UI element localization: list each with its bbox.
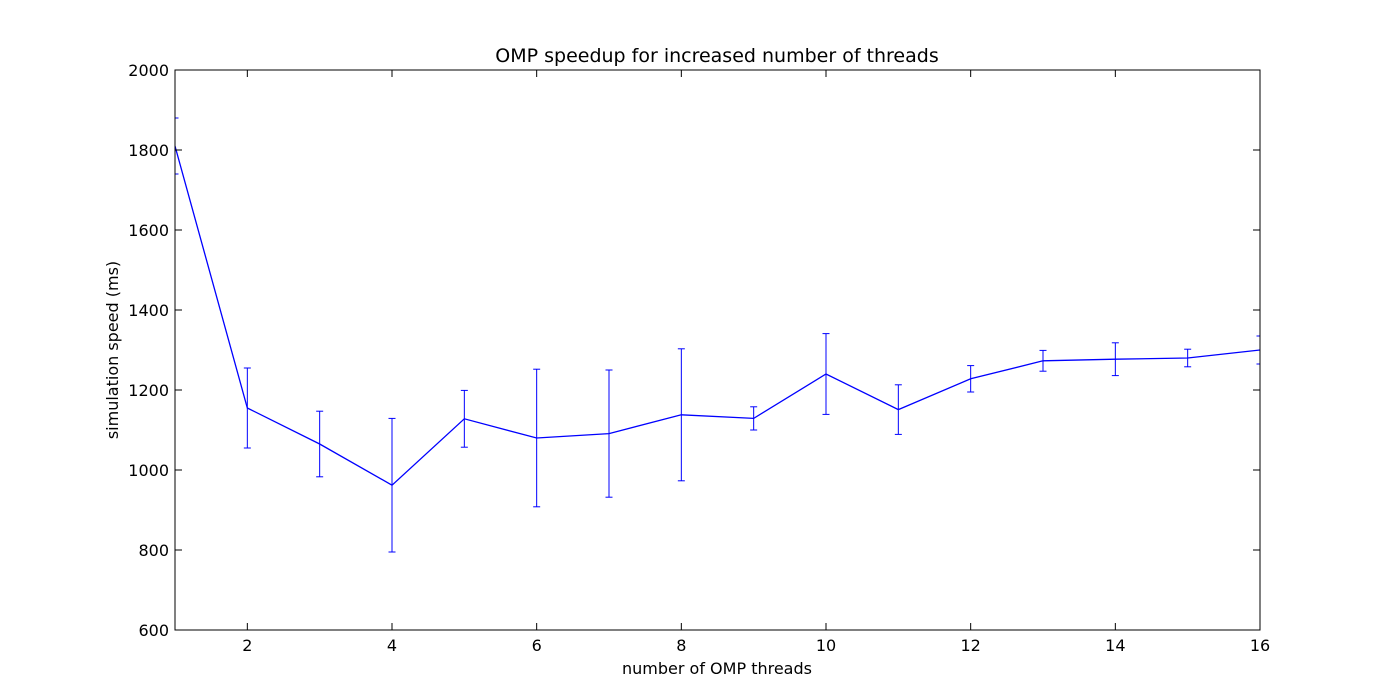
y-axis-label: simulation speed (ms) bbox=[103, 261, 122, 439]
x-tick-label: 14 bbox=[1105, 636, 1125, 655]
x-tick-label: 12 bbox=[960, 636, 980, 655]
x-axis-label: number of OMP threads bbox=[622, 659, 812, 678]
x-tick-label: 10 bbox=[816, 636, 836, 655]
plot-frame bbox=[174, 69, 1261, 631]
x-tick-label: 6 bbox=[532, 636, 542, 655]
x-tick-label: 16 bbox=[1250, 636, 1270, 655]
y-tick-label: 1600 bbox=[128, 221, 169, 240]
axis-ticks: 2 4 6 8 10 12 14 16 600 800 1000 1200 1400 1600 1800 20… bbox=[128, 61, 1270, 655]
x-tick-label: 8 bbox=[676, 636, 686, 655]
chart-title: OMP speedup for increased number of thre… bbox=[495, 45, 938, 67]
plot-area bbox=[175, 117, 1260, 553]
error-bar bbox=[175, 117, 179, 175]
y-tick-label: 1800 bbox=[128, 141, 169, 160]
series-line bbox=[175, 145, 1260, 486]
x-tick-label: 4 bbox=[387, 636, 397, 655]
y-tick-label: 800 bbox=[138, 541, 169, 560]
y-tick-label: 2000 bbox=[128, 61, 169, 80]
x-tick-label: 2 bbox=[242, 636, 252, 655]
y-tick-label: 600 bbox=[138, 621, 169, 640]
y-tick-label: 1400 bbox=[128, 301, 169, 320]
y-tick-label: 1000 bbox=[128, 461, 169, 480]
error-bar bbox=[1256, 335, 1260, 365]
y-tick-label: 1200 bbox=[128, 381, 169, 400]
